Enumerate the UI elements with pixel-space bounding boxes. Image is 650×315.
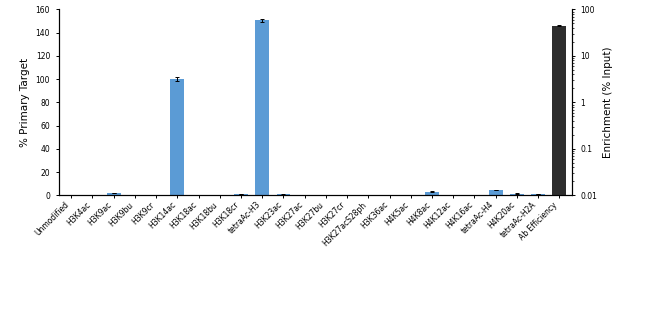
Y-axis label: % Primary Target: % Primary Target xyxy=(20,58,30,147)
Bar xyxy=(276,194,291,195)
Bar xyxy=(489,190,502,195)
Bar xyxy=(531,194,545,195)
Bar xyxy=(510,193,524,195)
Y-axis label: Enrichment (% Input): Enrichment (% Input) xyxy=(603,47,613,158)
Bar xyxy=(552,26,566,315)
Bar xyxy=(107,193,120,195)
Bar xyxy=(170,79,184,195)
Bar xyxy=(425,192,439,195)
Bar xyxy=(234,194,248,195)
Bar xyxy=(255,20,269,195)
